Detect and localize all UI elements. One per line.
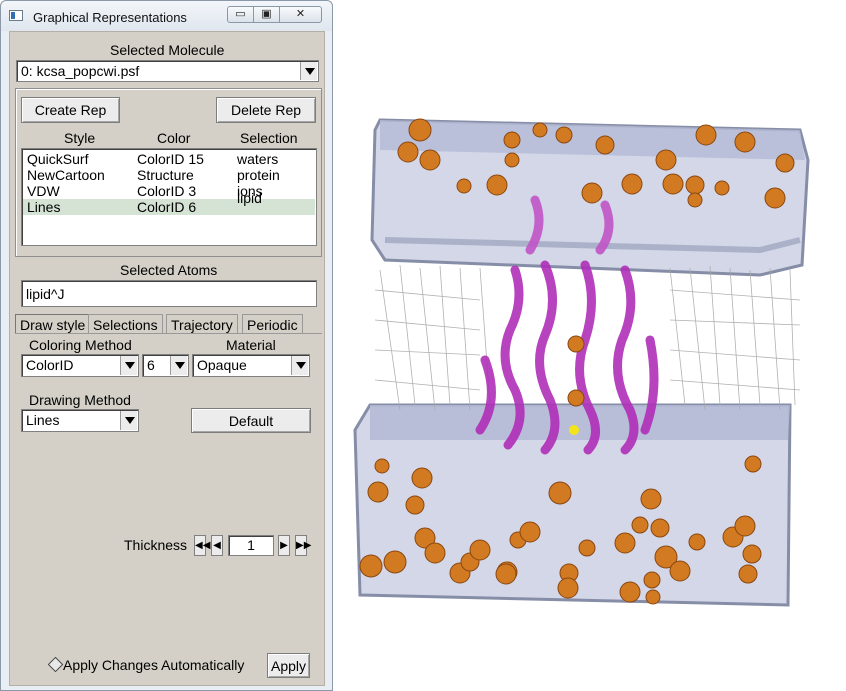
- selected-atoms-input[interactable]: lipid^J: [21, 280, 317, 307]
- window-title: Graphical Representations: [33, 10, 187, 25]
- drawing-method-dropdown[interactable]: Lines: [21, 409, 139, 432]
- reps-group: [15, 88, 322, 257]
- material-value: Opaque: [197, 357, 247, 373]
- chevron-down-icon[interactable]: [120, 411, 137, 430]
- coloring-method-value: ColorID: [26, 357, 74, 373]
- double-left-icon[interactable]: ◀◀: [194, 535, 210, 556]
- rep-row-selected[interactable]: Lines ColorID 6 lipid: [23, 190, 315, 215]
- molecule-dropdown[interactable]: 0: kcsa_popcwi.psf: [16, 60, 319, 82]
- tab-divider: [15, 333, 322, 334]
- rep-row[interactable]: VDW ColorID 3 ions: [23, 183, 315, 199]
- apply-auto-label: Apply Changes Automatically: [63, 657, 245, 673]
- chevron-down-icon[interactable]: [120, 356, 137, 375]
- right-arrow-icon[interactable]: ▶: [278, 535, 290, 556]
- rep-row[interactable]: QuickSurf ColorID 15 waters: [23, 151, 315, 167]
- coloring-method-label: Coloring Method: [29, 337, 132, 353]
- thickness-input[interactable]: 1: [228, 535, 274, 556]
- thickness-label: Thickness: [124, 537, 188, 553]
- app-icon: [9, 10, 23, 21]
- selected-atoms-value: lipid^J: [26, 286, 65, 302]
- rep-selection: protein: [237, 167, 280, 183]
- rep-color: ColorID 3: [137, 183, 197, 199]
- chevron-down-icon[interactable]: [170, 356, 187, 375]
- tab-draw-style[interactable]: Draw style: [15, 314, 91, 334]
- color-id-dropdown[interactable]: 6: [142, 354, 189, 377]
- rep-color: ColorID 6: [137, 199, 197, 215]
- default-button[interactable]: Default: [191, 408, 311, 433]
- rep-style: Lines: [27, 199, 61, 215]
- rep-selection: lipid: [237, 190, 262, 206]
- molecule-render-icon[interactable]: [340, 100, 820, 620]
- double-right-icon[interactable]: ▶▶: [295, 535, 311, 556]
- rep-selection: ions: [237, 183, 263, 199]
- rep-color: ColorID 15: [137, 151, 204, 167]
- delete-rep-button[interactable]: Delete Rep: [216, 97, 316, 123]
- selected-atoms-label: Selected Atoms: [120, 262, 218, 278]
- material-label: Material: [226, 337, 276, 353]
- selectivity-ion: [569, 425, 579, 435]
- apply-button[interactable]: Apply: [267, 653, 310, 678]
- rep-color: Structure: [137, 167, 194, 183]
- drawing-method-value: Lines: [26, 412, 60, 428]
- rep-style: VDW: [27, 183, 60, 199]
- rep-row[interactable]: NewCartoon Structure protein: [23, 167, 315, 183]
- create-rep-button[interactable]: Create Rep: [21, 97, 120, 123]
- selected-molecule-label: Selected Molecule: [110, 42, 225, 58]
- rep-style: NewCartoon: [27, 167, 105, 183]
- rep-selection: waters: [237, 151, 279, 167]
- drawing-method-label: Drawing Method: [29, 392, 131, 408]
- lipid-lines: [374, 264, 801, 411]
- material-dropdown[interactable]: Opaque: [192, 354, 310, 377]
- style-column-header[interactable]: Style: [64, 130, 96, 146]
- coloring-method-dropdown[interactable]: ColorID: [21, 354, 139, 377]
- left-arrow-icon[interactable]: ◀: [211, 535, 223, 556]
- color-column-header[interactable]: Color: [157, 130, 191, 146]
- minimize-icon[interactable]: ▭: [227, 6, 254, 23]
- selection-column-header[interactable]: Selection: [240, 130, 298, 146]
- molecule-dropdown-value: 0: kcsa_popcwi.psf: [21, 63, 140, 79]
- close-icon[interactable]: ✕: [279, 6, 322, 23]
- tab-periodic[interactable]: Periodic: [242, 314, 303, 334]
- tab-trajectory[interactable]: Trajectory: [166, 314, 238, 334]
- reps-list[interactable]: QuickSurf ColorID 15 waters NewCartoon S…: [21, 148, 317, 246]
- rep-style: QuickSurf: [27, 151, 89, 167]
- maximize-icon[interactable]: ▣: [253, 6, 280, 23]
- chevron-down-icon[interactable]: [300, 62, 317, 80]
- chevron-down-icon[interactable]: [291, 356, 308, 375]
- ions: [359, 118, 795, 605]
- tab-selections[interactable]: Selections: [88, 314, 163, 334]
- protein-cartoon: [475, 195, 659, 455]
- color-id-value: 6: [147, 357, 155, 373]
- title-bar[interactable]: Graphical Representations ▭ ▣ ✕: [1, 1, 332, 31]
